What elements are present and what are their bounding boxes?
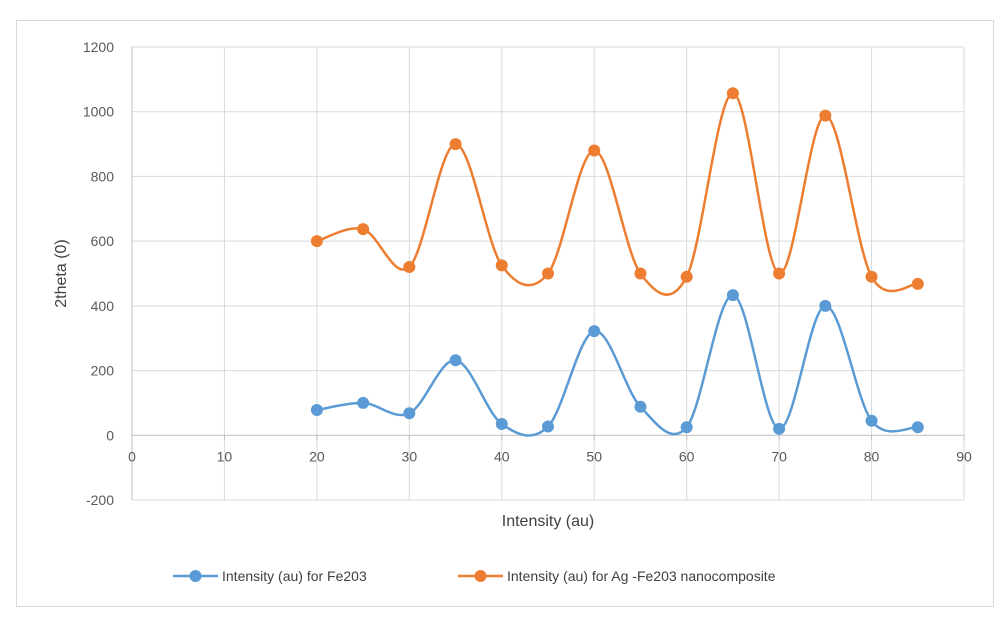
data-point	[449, 138, 462, 151]
series-2	[310, 87, 924, 296]
legend: Intensity (au) for Fe203 Intensity (au) f…	[173, 568, 776, 584]
data-point	[495, 417, 508, 430]
data-point	[495, 259, 508, 272]
y-tick-label: 800	[91, 168, 115, 184]
data-point	[588, 144, 601, 157]
data-point	[911, 277, 924, 290]
data-point	[726, 87, 739, 100]
legend-label: Intensity (au) for Fe203	[222, 568, 367, 584]
data-point	[634, 267, 647, 280]
data-point	[911, 421, 924, 434]
y-tick-label: 1200	[83, 39, 114, 55]
data-point	[680, 421, 693, 434]
x-tick-label: 70	[771, 448, 787, 464]
y-tick-label: 200	[91, 363, 115, 379]
x-tick-label: 40	[494, 448, 510, 464]
data-point	[865, 270, 878, 283]
data-point	[357, 223, 370, 236]
data-point	[680, 270, 693, 283]
data-point	[542, 420, 554, 433]
x-tick-label: 30	[402, 448, 418, 464]
tick-labels: -200 0 200 400 600 800 1000 1200 0 10 20 30 40 50 60 70…	[83, 39, 972, 508]
y-axis-title: 2theta (0)	[53, 239, 70, 307]
data-point	[634, 400, 647, 413]
data-point	[865, 414, 878, 427]
legend-marker	[474, 570, 487, 582]
y-tick-label: 1000	[83, 104, 114, 120]
x-tick-label: 60	[679, 448, 695, 464]
data-point	[310, 235, 323, 248]
data-point	[773, 422, 786, 435]
legend-label: Intensity (au) for Ag -Fe203 nanocomposi…	[507, 568, 776, 584]
series-line	[316, 92, 918, 296]
chart-frame	[16, 20, 994, 607]
y-tick-label: 400	[91, 298, 115, 314]
x-tick-label: 20	[309, 448, 325, 464]
x-tick-label: 0	[128, 448, 136, 464]
data-point	[819, 299, 832, 312]
data-point	[357, 396, 370, 409]
data-point	[819, 109, 832, 122]
x-tick-label: 50	[586, 448, 602, 464]
data-point	[726, 289, 739, 302]
x-tick-label: 80	[864, 448, 880, 464]
data-point	[310, 404, 323, 417]
axes	[131, 47, 965, 500]
data-point	[403, 261, 416, 274]
data-point	[542, 267, 554, 280]
data-point	[403, 407, 416, 420]
series-layer	[310, 87, 924, 437]
data-point	[449, 354, 462, 367]
legend-marker	[189, 570, 202, 582]
data-point	[588, 325, 601, 338]
x-tick-label: 10	[217, 448, 233, 464]
y-tick-label: 600	[91, 233, 115, 249]
y-tick-label: 0	[106, 427, 114, 443]
legend-item: Intensity (au) for Ag -Fe203 nanocomposi…	[458, 568, 776, 584]
x-axis-title: Intensity (au)	[502, 513, 594, 530]
y-tick-label: -200	[86, 492, 114, 508]
data-point	[773, 267, 786, 280]
legend-item: Intensity (au) for Fe203	[173, 568, 367, 584]
x-tick-label: 90	[956, 448, 972, 464]
series-1	[310, 289, 924, 437]
